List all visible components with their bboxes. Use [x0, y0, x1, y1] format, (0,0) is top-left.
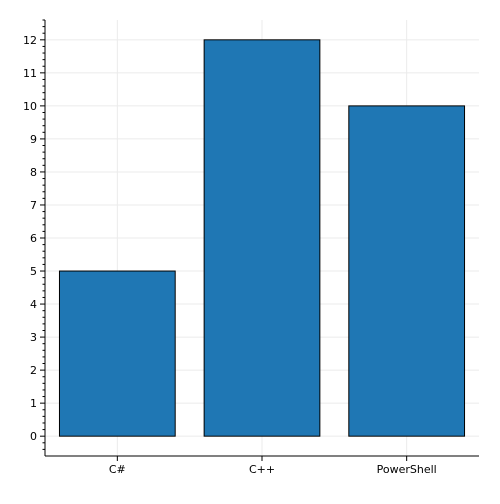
y-tick-label: 10	[23, 100, 37, 113]
x-tick-label: C++	[249, 463, 275, 476]
y-tick-label: 0	[30, 430, 37, 443]
y-tick-label: 5	[30, 265, 37, 278]
axes	[40, 19, 479, 461]
x-tick-label: PowerShell	[377, 463, 437, 476]
y-tick-label: 3	[30, 331, 37, 344]
y-tick-label: 7	[30, 199, 37, 212]
y-tick-label: 8	[30, 166, 37, 179]
y-tick-label: 1	[30, 397, 37, 410]
y-tick-label: 4	[30, 298, 37, 311]
y-tick-label: 12	[23, 34, 37, 47]
y-tick-label: 11	[23, 67, 37, 80]
bars	[58, 39, 466, 437]
bar-csharp	[58, 270, 176, 437]
y-tick-label: 9	[30, 133, 37, 146]
bar-cplusplus	[203, 39, 321, 437]
y-tick-label: 6	[30, 232, 37, 245]
x-tick-label: C#	[109, 463, 126, 476]
y-tick-label: 2	[30, 364, 37, 377]
bar-powershell	[348, 105, 466, 437]
